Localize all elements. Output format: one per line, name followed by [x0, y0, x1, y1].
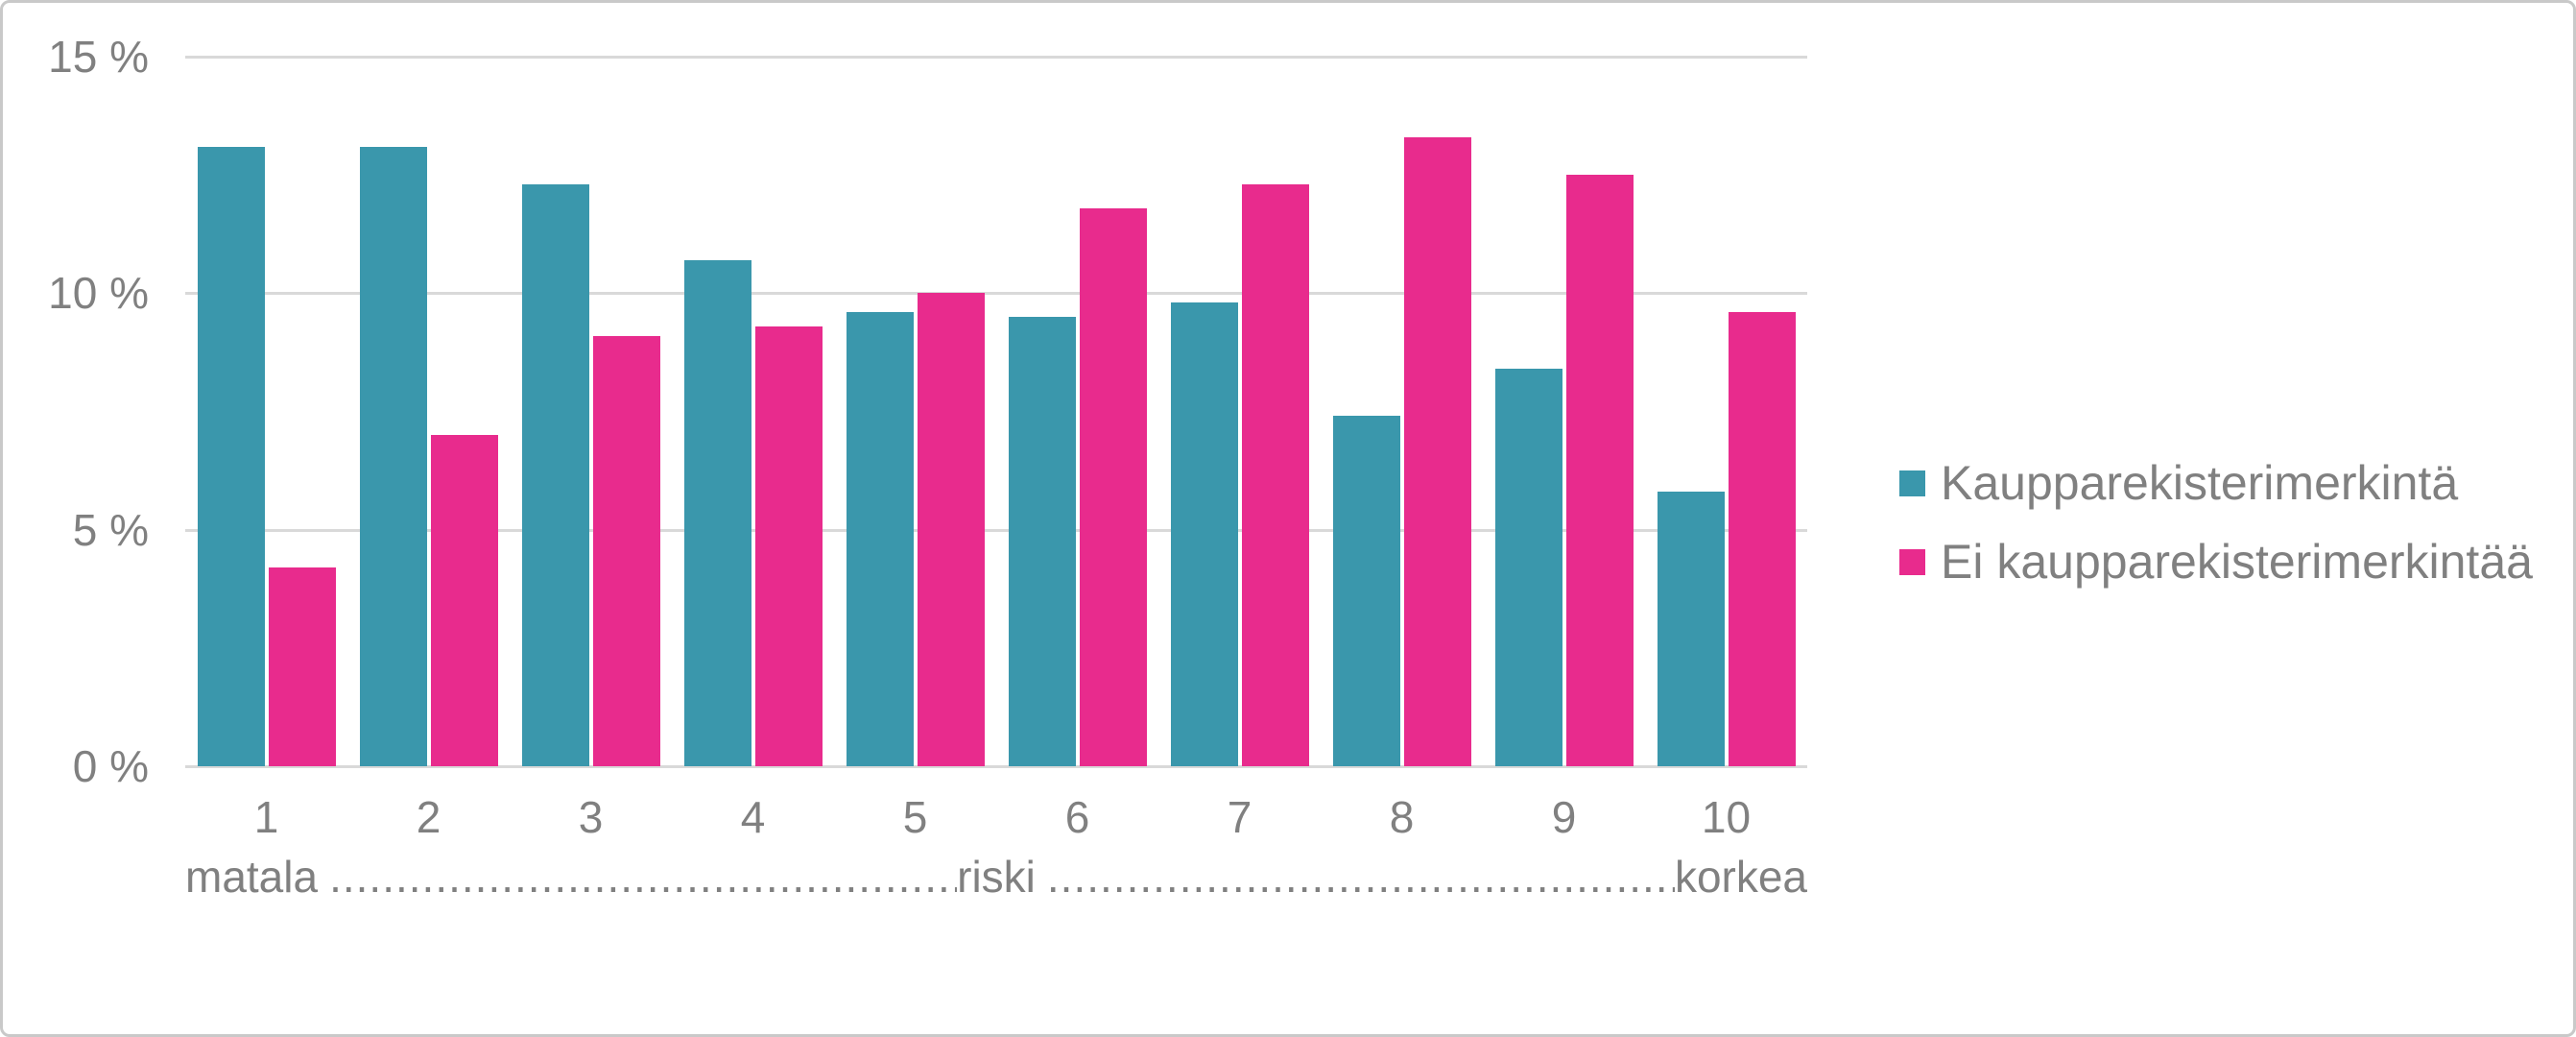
dotted-leader-right: ........................................… [1046, 852, 1675, 902]
x-axis-category-label: 1 [253, 792, 279, 842]
bar-series0-cat3 [521, 184, 589, 766]
bar-series0-cat8 [1332, 416, 1400, 766]
x-axis-category-label: 10 [1701, 792, 1752, 842]
bar-series0-cat4 [683, 259, 751, 766]
legend-swatch-teal [1899, 470, 1925, 496]
y-axis-tick-label: 0 % [72, 741, 149, 791]
x-axis-title: riski [957, 852, 1036, 902]
bar-series0-cat1 [197, 146, 265, 766]
bar-series0-cat2 [359, 146, 427, 766]
x-axis-category-label: 9 [1551, 792, 1577, 842]
x-axis-category-label: 4 [740, 792, 766, 842]
x-axis-category-label: 5 [902, 792, 928, 842]
x-axis-annotation-low: matala [185, 852, 319, 902]
gridline-5 [185, 528, 1807, 532]
y-axis-tick-label: 15 % [48, 32, 149, 82]
x-axis-category-label: 8 [1389, 792, 1415, 842]
bar-series0-cat6 [1008, 316, 1076, 766]
legend-label: Kaupparekisterimerkintä [1941, 456, 2459, 510]
gridline-15 [185, 56, 1807, 59]
dotted-leader-left: ........................................… [329, 852, 957, 902]
bar-series1-cat9 [1565, 175, 1634, 766]
bar-series0-cat10 [1657, 492, 1725, 766]
x-axis-category-label: 3 [578, 792, 604, 842]
legend: Kaupparekisterimerkintä Ei kaupparekiste… [1899, 455, 2571, 590]
legend-item-ei-kaupparekisterimerkintaa: Ei kaupparekisterimerkintää [1899, 534, 2571, 590]
legend-swatch-pink [1899, 548, 1925, 575]
bar-series1-cat10 [1728, 312, 1796, 766]
y-axis-tick-label: 5 % [72, 504, 149, 555]
bar-series1-cat8 [1403, 136, 1471, 766]
bar-series1-cat3 [592, 335, 660, 766]
x-axis-annotation: matala .................................… [185, 852, 1807, 902]
bar-series1-cat6 [1079, 207, 1147, 766]
bar-series1-cat1 [268, 567, 336, 766]
bar-series1-cat4 [754, 326, 823, 766]
bar-series1-cat5 [917, 293, 985, 766]
bar-series1-cat7 [1241, 184, 1309, 766]
y-axis-tick-label: 10 % [48, 268, 149, 319]
legend-item-kaupparekisterimerkinta: Kaupparekisterimerkintä [1899, 455, 2571, 511]
bar-series1-cat2 [430, 435, 498, 766]
bar-series0-cat5 [846, 312, 914, 766]
x-axis-annotation-high: korkea [1674, 852, 1808, 902]
bar-series0-cat9 [1494, 369, 1562, 766]
bar-series0-cat7 [1170, 302, 1238, 766]
x-axis-category-label: 7 [1227, 792, 1252, 842]
gridline-0 [185, 765, 1807, 768]
x-axis-category-label: 2 [416, 792, 441, 842]
legend-label: Ei kaupparekisterimerkintää [1941, 535, 2533, 589]
gridline-10 [185, 292, 1807, 296]
x-axis-category-label: 6 [1064, 792, 1090, 842]
